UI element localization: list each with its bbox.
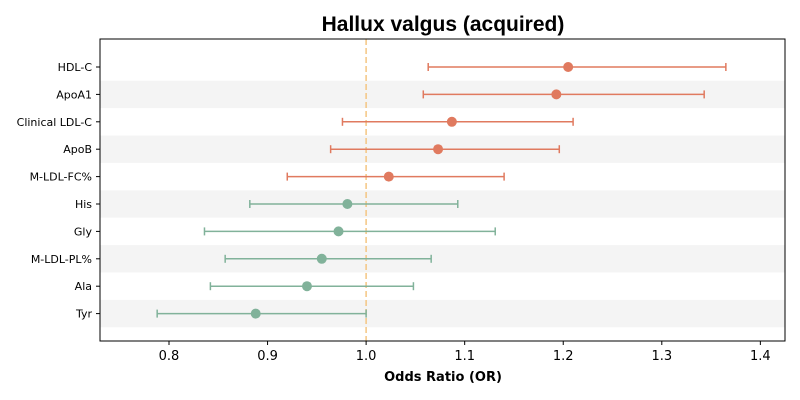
forest-row [209, 281, 415, 292]
y-tick-label: M-LDL-FC% [30, 171, 92, 184]
or-point [333, 226, 344, 237]
x-axis: 0.8 0.9 1.0 1.1 1.2 1.3 1.4 [159, 341, 771, 364]
y-tick-label: M-LDL-PL% [31, 253, 92, 266]
forest-row [286, 171, 505, 182]
forest-row [329, 144, 561, 155]
x-tick-label: 1.1 [454, 349, 475, 364]
or-point [301, 281, 312, 292]
forest-row [422, 89, 705, 100]
x-tick-label: 1.4 [750, 349, 771, 364]
y-tick-label: ApoA1 [56, 88, 92, 101]
forest-row [427, 62, 727, 72]
y-tick-label: Ala [75, 280, 92, 293]
forest-row [156, 308, 367, 319]
forest-row [341, 116, 574, 127]
y-tick-label: HDL-C [58, 61, 93, 74]
y-tick-label: ApoB [63, 143, 92, 156]
forest-row [249, 199, 459, 209]
or-point [316, 253, 327, 264]
or-point [551, 89, 562, 100]
x-tick-label: 1.0 [356, 349, 377, 364]
forest-row [203, 226, 496, 237]
x-tick-label: 0.8 [159, 349, 180, 364]
x-tick-label: 1.2 [553, 349, 574, 364]
data-marks [156, 62, 727, 319]
or-point [446, 116, 457, 127]
x-axis-label: Odds Ratio (OR) [384, 370, 502, 385]
plot-frame [99, 38, 786, 342]
x-tick-label: 1.3 [651, 349, 672, 364]
or-point [250, 308, 261, 319]
or-point [342, 199, 353, 209]
y-axis: HDL-C ApoA1 Clinical LDL-C ApoB M-LDL-FC% His… [17, 61, 100, 321]
forest-row [224, 253, 432, 264]
row-band [100, 245, 785, 273]
y-tick-label: Clinical LDL-C [17, 116, 93, 129]
y-tick-label: His [75, 198, 92, 211]
or-point [563, 62, 574, 72]
y-tick-label: Gly [74, 225, 93, 238]
or-point [433, 144, 444, 155]
x-tick-label: 0.9 [257, 349, 278, 364]
or-point [383, 171, 394, 182]
y-tick-label: Tyr [75, 308, 93, 321]
chart-title: Hallux valgus (acquired) [322, 13, 565, 36]
